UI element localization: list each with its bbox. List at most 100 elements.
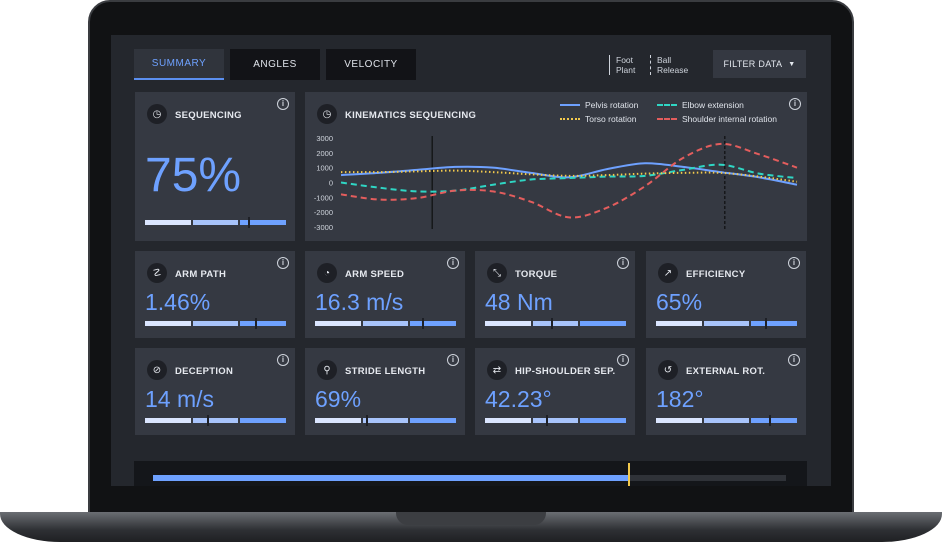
bar-segment: [410, 418, 456, 423]
metric-title: STRIDE LENGTH: [345, 366, 426, 377]
filter-data-label: FILTER DATA: [723, 59, 783, 69]
filter-data-button[interactable]: FILTER DATA ▼: [713, 50, 806, 78]
y-tick-label: 0: [329, 179, 333, 188]
bar-marker: [365, 415, 368, 426]
bar-segment: [580, 418, 626, 423]
bar-segment: [656, 321, 702, 326]
timeline-panel: [134, 461, 807, 486]
legend-label: Elbow extension: [682, 100, 744, 110]
arm-path-icon: ☡: [147, 263, 167, 283]
metric-title: DECEPTION: [175, 366, 234, 377]
bar-segment: [240, 418, 286, 423]
legend-item-shoulder: Shoulder internal rotation: [657, 114, 797, 124]
bar-marker: [247, 217, 250, 228]
foot-plant-label-2: Plant: [616, 65, 636, 75]
info-icon[interactable]: i: [277, 98, 289, 110]
info-icon[interactable]: i: [277, 257, 289, 269]
bar-segment: [315, 321, 361, 326]
metric-title: TORQUE: [515, 269, 558, 280]
legend-swatch: [560, 118, 580, 120]
timeline-progress: [153, 475, 628, 481]
kinematics-chart: 3000 2000 1000 0 -1000 -2000 -3000: [314, 134, 798, 232]
metric-value: 182°: [656, 386, 704, 412]
bar-marker: [422, 318, 425, 329]
legend-label: Torso rotation: [585, 114, 637, 124]
metric-bar: [485, 318, 626, 329]
sequencing-bar: [145, 217, 286, 228]
bar-segment: [703, 321, 750, 326]
clock-icon: ◷: [317, 104, 337, 124]
bar-segment: [532, 321, 579, 326]
legend-swatch: [560, 104, 580, 106]
metric-title: EXTERNAL ROT.: [686, 366, 766, 377]
bar-marker: [551, 318, 554, 329]
bar-marker: [254, 318, 257, 329]
bar-segment: [580, 321, 626, 326]
info-icon[interactable]: i: [617, 354, 629, 366]
tab-summary[interactable]: SUMMARY: [134, 49, 224, 80]
y-tick-label: -2000: [314, 208, 333, 217]
bar-marker: [545, 415, 548, 426]
bar-segment: [362, 418, 409, 423]
y-tick-label: -3000: [314, 223, 333, 232]
y-tick-label: -1000: [314, 193, 333, 202]
bar-segment: [703, 418, 750, 423]
legend-item-elbow: Elbow extension: [657, 100, 797, 110]
info-icon[interactable]: i: [447, 354, 459, 366]
dashboard-screen: SUMMARY ANGLES VELOCITY Foot Plant Ball …: [111, 35, 831, 486]
metric-card-external-rot: ↺ EXTERNAL ROT. i 182°: [646, 348, 806, 435]
kinematics-title: KINEMATICS SEQUENCING: [345, 110, 477, 121]
rotate-arrows-icon: ⇄: [487, 360, 507, 380]
series-line-torso-rotation: [340, 169, 798, 183]
foot-plant-legend: Foot Plant: [609, 55, 635, 75]
y-tick-label: 3000: [316, 134, 333, 143]
info-icon[interactable]: i: [788, 354, 800, 366]
bar-segment: [485, 418, 531, 423]
metric-title: HIP-SHOULDER SEP.: [515, 366, 616, 377]
tab-velocity[interactable]: VELOCITY: [326, 49, 416, 80]
info-icon[interactable]: i: [277, 354, 289, 366]
metric-bar: [145, 318, 286, 329]
laptop-notch: [396, 512, 546, 525]
bar-segment: [410, 321, 456, 326]
bar-segment: [145, 321, 191, 326]
metric-title: ARM PATH: [175, 269, 227, 280]
timeline-playhead[interactable]: [627, 463, 630, 486]
metric-bar: [656, 318, 797, 329]
clock-icon: ◷: [147, 104, 167, 124]
metric-bar: [485, 415, 626, 426]
legend-swatch: [657, 104, 677, 106]
bar-segment: [192, 418, 239, 423]
info-icon[interactable]: i: [617, 257, 629, 269]
bar-segment: [751, 321, 797, 326]
running-icon: ⚲: [317, 360, 337, 380]
metric-title: EFFICIENCY: [686, 269, 746, 280]
trending-up-icon: ↗: [658, 263, 678, 283]
metric-card-hip-shoulder-sep: ⇄ HIP-SHOULDER SEP. i 42.23°: [475, 348, 635, 435]
info-icon[interactable]: i: [789, 98, 801, 110]
kinematics-card: ◷ KINEMATICS SEQUENCING i Pelvis rotatio…: [305, 92, 807, 241]
metric-card-stride-length: ⚲ STRIDE LENGTH i 69%: [305, 348, 465, 435]
legend-label: Shoulder internal rotation: [682, 114, 777, 124]
bar-segment: [485, 321, 531, 326]
info-icon[interactable]: i: [788, 257, 800, 269]
metric-card-deception: ⊘ DECEPTION i 14 m/s: [135, 348, 295, 435]
tab-angles[interactable]: ANGLES: [230, 49, 320, 80]
info-icon[interactable]: i: [447, 257, 459, 269]
speedometer-icon: ◔: [317, 263, 337, 283]
sequencing-title: SEQUENCING: [175, 110, 242, 121]
legend-item-torso: Torso rotation: [560, 114, 657, 124]
bar-marker: [764, 318, 767, 329]
metric-value: 69%: [315, 386, 362, 412]
series-line-shoulder-internal-rotation: [340, 142, 798, 219]
legend-item-pelvis: Pelvis rotation: [560, 100, 657, 110]
chart-legend: Pelvis rotation Elbow extension Torso ro…: [560, 100, 797, 124]
bar-segment: [192, 321, 239, 326]
tab-bar: SUMMARY ANGLES VELOCITY: [134, 49, 416, 80]
timeline-track[interactable]: [153, 463, 786, 486]
ball-release-legend: Ball Release: [650, 55, 688, 75]
metric-card-torque: ⤡ TORQUE i 48 Nm: [475, 251, 635, 338]
bar-segment: [362, 321, 409, 326]
foot-plant-label-1: Foot: [616, 55, 634, 65]
sequencing-value: 75%: [145, 149, 242, 202]
